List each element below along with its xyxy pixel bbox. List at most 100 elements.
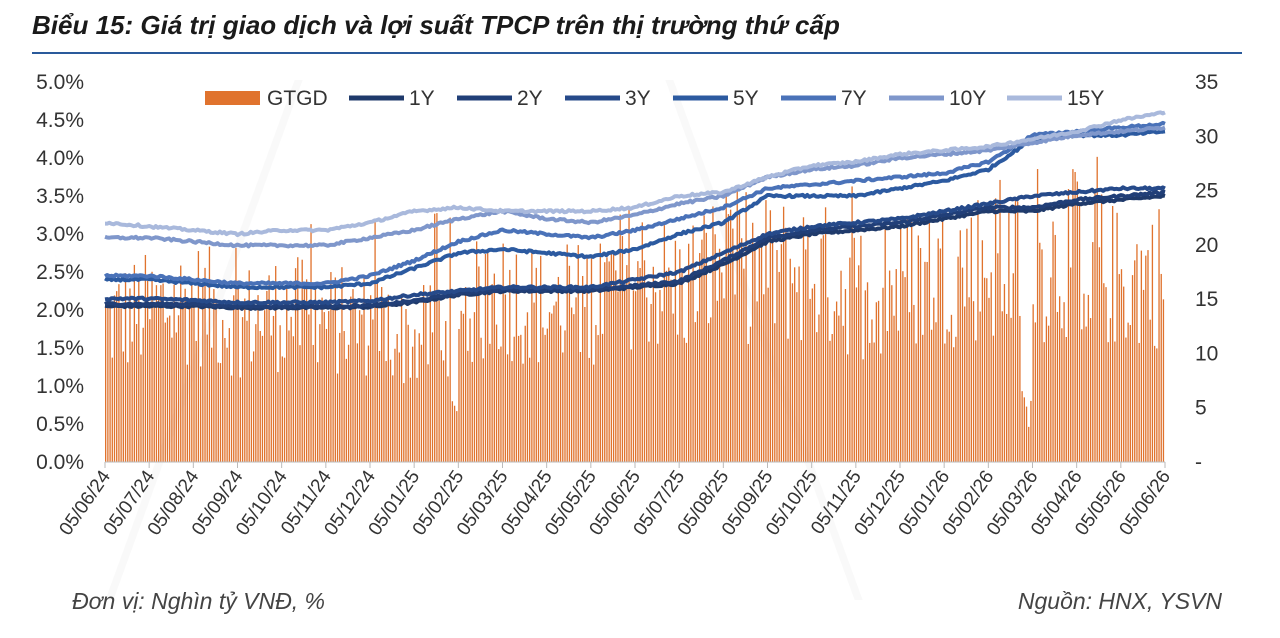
bar-gtgd <box>1010 317 1012 462</box>
bar-gtgd <box>802 217 805 462</box>
bar-gtgd <box>875 302 878 462</box>
bar-gtgd <box>372 319 374 462</box>
bar-gtgd <box>294 268 297 462</box>
bar-gtgd <box>1063 302 1065 462</box>
bar-gtgd <box>105 303 107 462</box>
bar-gtgd <box>1043 342 1045 462</box>
bar-gtgd <box>884 219 886 462</box>
bar-gtgd <box>305 279 308 462</box>
bar-gtgd <box>871 319 873 462</box>
bar-gtgd <box>1147 250 1149 462</box>
bar-gtgd <box>893 315 895 462</box>
bar-gtgd <box>314 287 317 462</box>
bar-gtgd <box>953 347 955 462</box>
y-left-tick-label: 2.5% <box>36 261 84 284</box>
bar-gtgd <box>891 285 893 462</box>
bar-gtgd <box>473 312 476 462</box>
bar-gtgd <box>1034 322 1037 462</box>
bar-gtgd <box>568 265 571 462</box>
bar-gtgd <box>405 309 407 462</box>
bar-gtgd <box>206 334 208 462</box>
bar-gtgd <box>476 241 478 462</box>
bar-gtgd <box>423 285 425 462</box>
bar-gtgd <box>116 291 118 462</box>
bar-gtgd <box>133 264 136 462</box>
bar-gtgd <box>555 301 557 462</box>
bar-gtgd <box>1151 224 1154 462</box>
bar-gtgd <box>981 240 984 462</box>
bar-gtgd <box>917 235 919 462</box>
bar-gtgd <box>584 306 586 462</box>
bar-gtgd <box>118 284 120 462</box>
bar-gtgd <box>493 273 495 462</box>
bar-gtgd <box>769 210 772 462</box>
bar-gtgd <box>447 376 449 462</box>
bar-gtgd <box>1158 209 1160 462</box>
bar-gtgd <box>966 228 968 462</box>
bar-gtgd <box>504 294 507 462</box>
bar-gtgd <box>403 383 405 462</box>
legend: GTGD 1Y 2Y 3Y 5Y 7Y 10Y 15Y <box>205 87 1104 110</box>
bar-gtgd <box>729 209 732 462</box>
bar-gtgd <box>866 282 869 462</box>
line-7y <box>103 120 1166 287</box>
bar-gtgd <box>791 283 794 462</box>
bar-gtgd <box>999 179 1001 462</box>
bar-gtgd <box>787 338 789 462</box>
bar-gtgd <box>1153 345 1156 462</box>
bar-gtgd <box>398 352 401 462</box>
bar-gtgd <box>701 239 703 462</box>
line-15y <box>105 110 1166 238</box>
bar-gtgd <box>537 362 540 462</box>
bar-gtgd <box>138 275 140 462</box>
bar-gtgd <box>127 362 129 462</box>
bar-gtgd <box>162 283 164 462</box>
bar-gtgd <box>716 300 719 462</box>
bar-gtgd <box>171 337 173 462</box>
bar-gtgd <box>858 265 860 462</box>
bar-gtgd <box>151 271 153 462</box>
bar-gtgd <box>961 267 964 462</box>
bar-gtgd <box>805 249 807 462</box>
bar-gtgd <box>577 245 579 462</box>
y-right-tick-label: 15 <box>1195 288 1218 311</box>
bar-gtgd <box>930 329 933 462</box>
bar-gtgd <box>325 328 328 462</box>
bar-series-gtgd <box>105 156 1165 463</box>
y-left-tick-label: 0.5% <box>36 413 84 436</box>
bar-gtgd <box>1012 273 1014 462</box>
bar-gtgd <box>579 352 582 462</box>
bar-gtgd <box>593 364 595 462</box>
bar-gtgd <box>370 295 372 462</box>
bar-gtgd <box>299 345 301 462</box>
bar-gtgd <box>1032 304 1034 462</box>
y-right-tick-label: - <box>1195 451 1202 474</box>
bar-gtgd <box>1162 299 1165 462</box>
bar-gtgd <box>312 344 314 462</box>
bar-gtgd <box>668 267 670 462</box>
bar-gtgd <box>244 298 246 462</box>
bar-gtgd <box>301 259 303 462</box>
bar-gtgd <box>387 294 389 462</box>
bar-gtgd <box>515 254 518 462</box>
bar-gtgd <box>882 287 884 462</box>
y-right-tick-label: 10 <box>1195 342 1218 365</box>
bar-gtgd <box>665 270 668 462</box>
bar-gtgd <box>632 290 635 462</box>
bar-gtgd <box>725 190 727 462</box>
bar-gtgd <box>714 234 716 462</box>
bar-gtgd <box>458 328 460 462</box>
bar-gtgd <box>983 277 986 462</box>
bar-gtgd <box>149 319 151 462</box>
bar-gtgd <box>794 267 796 462</box>
bar-gtgd <box>1059 296 1061 462</box>
bar-gtgd <box>487 250 489 462</box>
bar-gtgd <box>657 343 659 462</box>
bar-gtgd <box>217 362 219 462</box>
bar-gtgd <box>107 305 109 462</box>
bar-gtgd <box>261 335 264 462</box>
bar-gtgd <box>955 336 957 462</box>
bar-gtgd <box>252 351 255 462</box>
bar-gtgd <box>615 270 617 462</box>
bar-gtgd <box>617 291 619 462</box>
